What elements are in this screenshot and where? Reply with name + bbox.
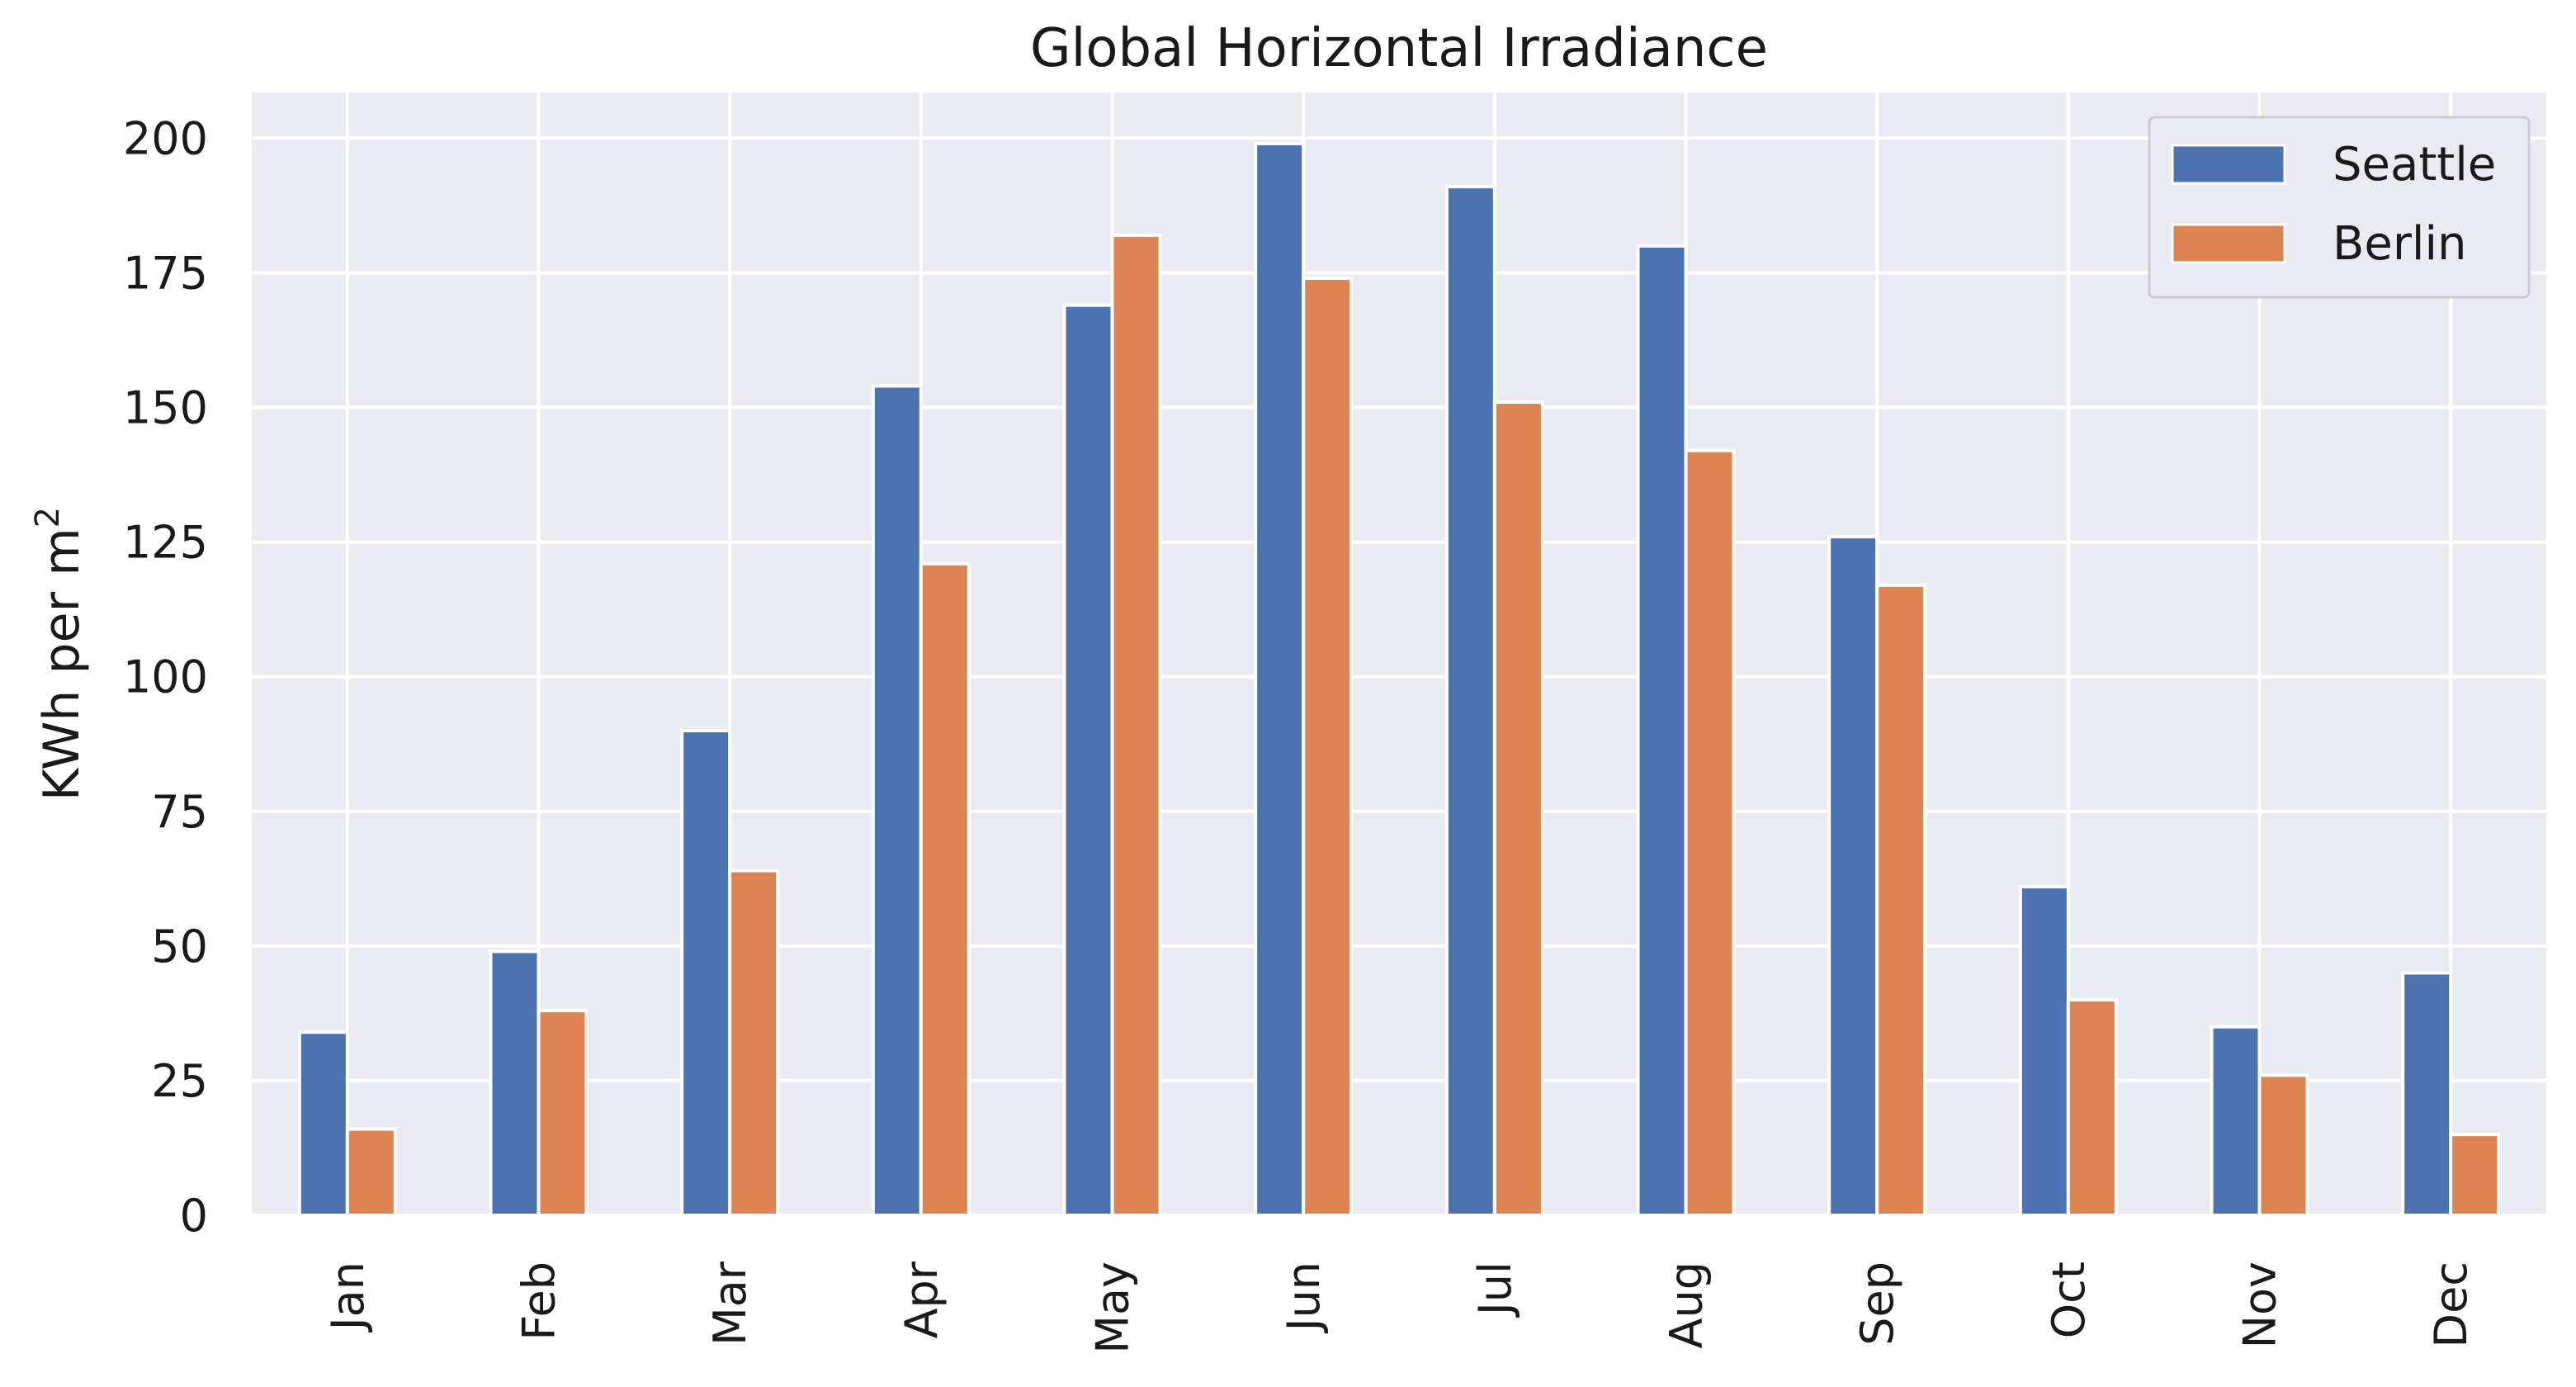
x-tick-label: Feb [513,1262,565,1341]
bar-berlin-jul [1492,400,1544,1218]
y-tick-label: 0 [180,1190,208,1242]
y-axis-label-main: KWh per m [33,528,91,801]
x-tick-label: Jun [1278,1262,1330,1333]
y-tick-label: 25 [151,1055,208,1107]
legend-swatch-seattle [2171,144,2286,185]
bar-berlin-dec [2449,1133,2501,1218]
bar-seattle-nov [2210,1025,2262,1217]
bar-seattle-jul [1444,185,1496,1217]
x-tick-label: Oct [2043,1262,2095,1338]
bar-seattle-dec [2401,971,2453,1218]
bar-berlin-may [1110,233,1162,1217]
x-tick-label: Dec [2425,1262,2477,1348]
bar-seattle-jun [1254,141,1306,1217]
x-tick-label: Sep [1851,1262,1903,1346]
bar-seattle-feb [489,949,541,1217]
bar-seattle-aug [1636,244,1688,1217]
legend-label-seattle: Seattle [2333,138,2496,192]
y-tick-label: 175 [123,248,208,300]
bar-berlin-jun [1302,277,1354,1217]
bar-seattle-mar [680,728,732,1217]
bar-berlin-mar [728,869,780,1218]
x-tick-label: Jan [322,1262,374,1333]
y-tick-labels: 0 25 50 75 100 125 150 175 200 [123,112,208,1242]
bar-berlin-feb [536,1009,588,1217]
y-tick-label: 125 [123,517,208,569]
bar-berlin-aug [1684,448,1736,1217]
x-tick-label: Aug [1661,1262,1713,1348]
bar-berlin-nov [2257,1073,2309,1218]
x-tick-labels: Jan Feb Mar Apr May Jun Jul Aug Sep Oct Nov Dec [322,1261,2477,1353]
legend-swatch-berlin [2171,223,2286,264]
legend: Seattle Berlin [2148,116,2531,299]
bar-berlin-oct [2066,998,2118,1218]
y-tick-label: 75 [151,786,208,838]
x-tick-label: Nov [2234,1262,2286,1348]
y-axis-label: KWh per m2 [29,507,91,801]
bar-berlin-sep [1875,583,1927,1217]
x-tick-label: Apr [896,1261,948,1338]
x-tick-label: May [1087,1262,1139,1354]
x-tick-label: Jul [1469,1262,1521,1318]
bars [297,141,2501,1218]
y-axis-label-superscript: 2 [29,507,67,528]
y-tick-label: 100 [123,651,208,703]
legend-label-berlin: Berlin [2333,217,2467,271]
bar-seattle-apr [871,384,923,1218]
bar-seattle-oct [2018,885,2070,1218]
bar-berlin-apr [919,561,971,1217]
bar-seattle-jan [297,1030,349,1218]
y-tick-label: 200 [123,112,208,164]
y-tick-label: 50 [151,921,208,973]
y-tick-label: 150 [123,382,208,434]
bar-berlin-jan [345,1127,397,1218]
x-tick-label: Mar [704,1261,756,1346]
bar-seattle-sep [1827,535,1879,1217]
bar-seattle-may [1062,303,1114,1217]
chart-title: Global Horizontal Irradiance [1030,18,1768,79]
